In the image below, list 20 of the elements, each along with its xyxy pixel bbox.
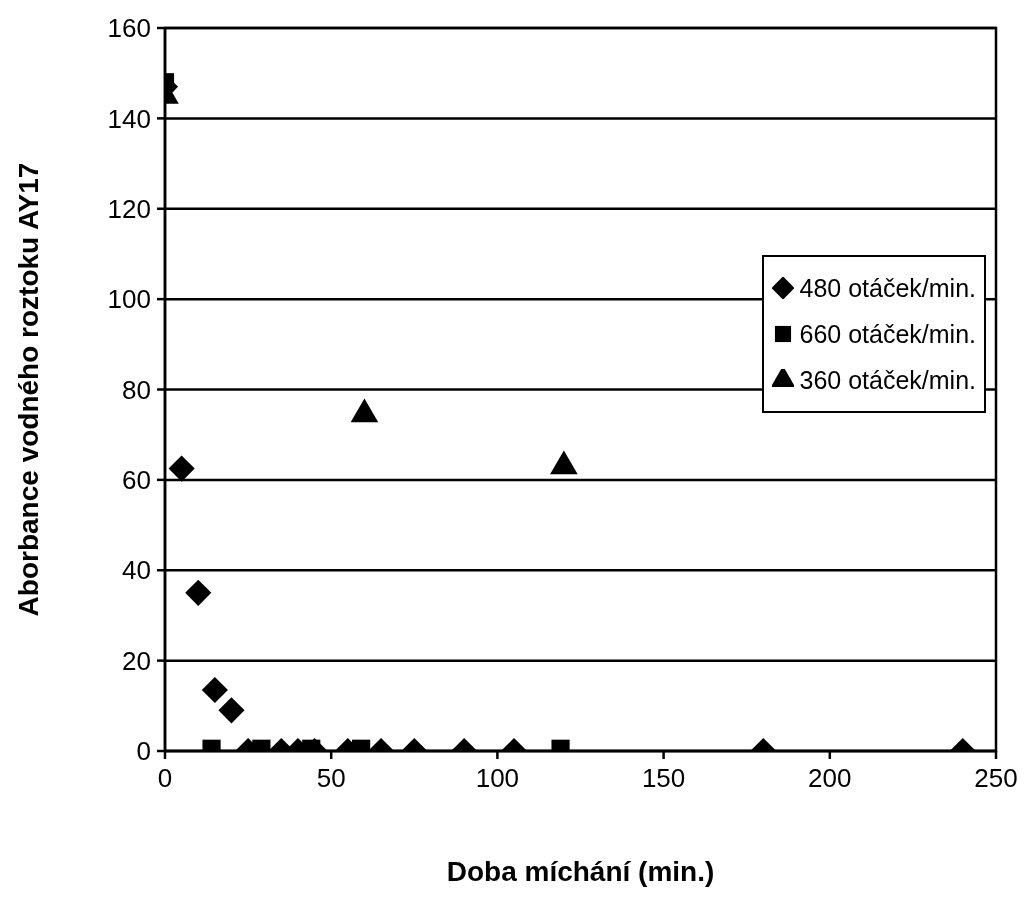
x-tick-label: 250 [974, 763, 1018, 794]
y-tick-label: 40 [122, 555, 151, 586]
y-tick-label: 60 [122, 465, 151, 496]
y-tick-label: 0 [136, 736, 151, 767]
legend-label: 480 otáček/min. [799, 273, 976, 303]
y-tick-label: 120 [107, 193, 151, 224]
y-tick-label: 160 [107, 13, 151, 44]
legend-label: 360 otáček/min. [799, 365, 976, 395]
legend-label: 660 otáček/min. [799, 319, 976, 349]
y-axis-title: Aborbance vodného roztoku AY17 [12, 162, 44, 617]
y-tick-label: 20 [122, 645, 151, 676]
x-tick-label: 100 [475, 763, 520, 794]
x-tick-label: 50 [316, 763, 346, 794]
x-axis-title: Doba míchání (min.) [446, 856, 715, 887]
y-tick-label: 80 [122, 374, 151, 405]
x-tick-label: 150 [641, 763, 686, 794]
x-tick-label: 0 [157, 763, 173, 794]
x-tick-label: 200 [808, 763, 852, 794]
y-tick-label: 100 [107, 284, 151, 315]
y-tick-label: 140 [107, 103, 151, 134]
